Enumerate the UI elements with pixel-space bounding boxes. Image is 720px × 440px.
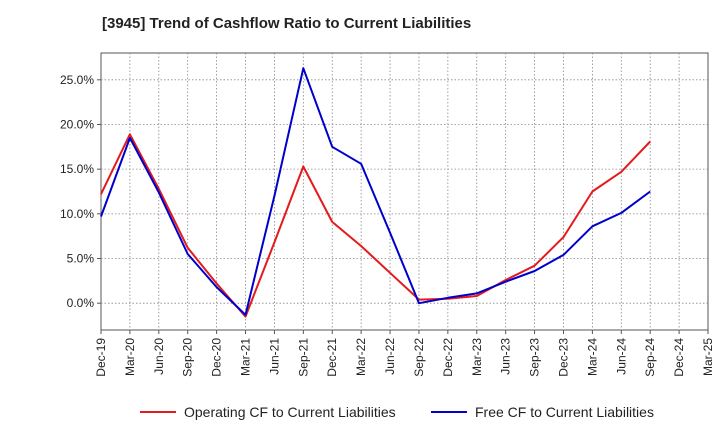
x-tick-label: Jun-22: [383, 338, 397, 375]
x-tick-label: Sep-23: [528, 338, 542, 377]
x-tick-label: Mar-20: [123, 338, 137, 376]
series-line-operating-cf: [100, 133, 651, 318]
legend-item-free-cf: Free CF to Current Liabilities: [431, 404, 654, 420]
x-axis-ticks: Dec-19 Mar-20 Jun-20 Sep-20 Dec-20 Mar-21 Jun-…: [94, 330, 715, 377]
series-line-free-cf: [100, 67, 651, 316]
y-tick-label: 20.0%: [60, 117, 94, 131]
legend-label-free-cf: Free CF to Current Liabilities: [475, 404, 654, 420]
chart-title: [3945] Trend of Cashflow Ratio to Curren…: [102, 15, 472, 32]
x-tick-label: Mar-21: [239, 338, 253, 376]
grid-lines: [101, 53, 708, 330]
x-tick-label: Dec-20: [210, 338, 224, 377]
legend-label-operating-cf: Operating CF to Current Liabilities: [184, 404, 396, 420]
legend-swatch-operating-cf: [140, 411, 176, 413]
x-tick-label: Dec-24: [672, 338, 686, 377]
x-tick-label: Sep-20: [181, 338, 195, 377]
y-tick-label: 0.0%: [67, 296, 95, 310]
x-tick-label: Mar-25: [701, 338, 715, 376]
x-tick-label: Mar-23: [470, 338, 484, 376]
x-tick-label: Mar-22: [354, 338, 368, 376]
series-lines: [100, 67, 651, 318]
x-tick-label: Dec-23: [556, 338, 570, 377]
x-tick-label: Mar-24: [585, 338, 599, 376]
y-tick-label: 5.0%: [67, 252, 95, 266]
y-tick-label: 15.0%: [60, 162, 94, 176]
x-tick-label: Jun-20: [152, 338, 166, 375]
x-tick-label: Sep-22: [412, 338, 426, 377]
x-tick-label: Dec-21: [325, 338, 339, 377]
x-tick-label: Sep-24: [643, 338, 657, 377]
x-tick-label: Jun-21: [267, 338, 281, 375]
legend-item-operating-cf: Operating CF to Current Liabilities: [140, 404, 396, 420]
legend-swatch-free-cf: [431, 411, 467, 413]
x-tick-label: Dec-19: [94, 338, 108, 377]
y-tick-label: 25.0%: [60, 73, 94, 87]
x-tick-label: Dec-22: [441, 338, 455, 377]
x-tick-label: Jun-23: [499, 338, 513, 375]
y-tick-label: 10.0%: [60, 207, 94, 221]
plot-area: [100, 52, 709, 331]
x-tick-label: Sep-21: [296, 338, 310, 377]
x-tick-label: Jun-24: [614, 338, 628, 375]
y-axis-ticks: 0.0% 5.0% 10.0% 15.0% 20.0% 25.0%: [60, 73, 101, 310]
